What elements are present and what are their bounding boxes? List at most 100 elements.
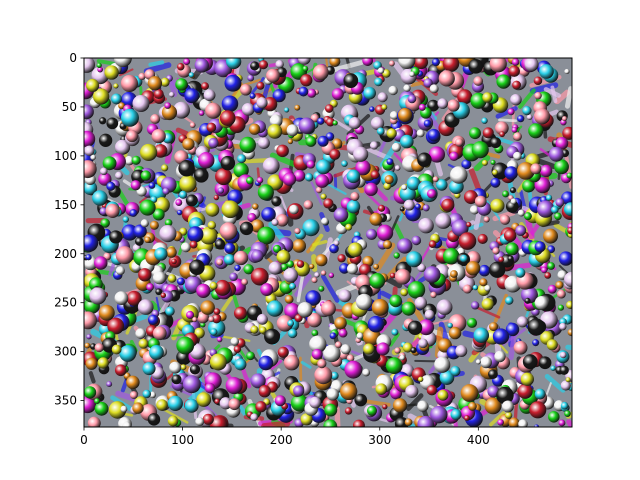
texture-sphere [275, 60, 284, 69]
texture-sphere [401, 301, 416, 316]
texture-sphere [469, 127, 481, 140]
texture-sphere [466, 317, 478, 328]
texture-sphere [276, 250, 291, 264]
texture-sphere [276, 144, 289, 158]
texture-sphere [516, 316, 529, 328]
texture-sphere [326, 388, 339, 401]
texture-sphere [258, 355, 274, 371]
texture-sphere [206, 122, 217, 133]
texture-streak [564, 86, 572, 109]
texture-sphere [184, 398, 199, 413]
texture-sphere [339, 263, 350, 274]
texture-sphere [363, 86, 376, 100]
texture-streak [269, 152, 299, 168]
texture-sphere [150, 113, 161, 124]
texture-sphere [306, 160, 316, 169]
texture-sphere [439, 370, 455, 385]
texture-sphere [287, 328, 298, 339]
texture-sphere [406, 176, 421, 191]
texture-sphere [266, 68, 280, 83]
texture-streak [566, 419, 572, 427]
texture-sphere [438, 70, 455, 87]
texture-sphere [556, 289, 566, 299]
texture-streak [268, 221, 286, 243]
texture-sphere [386, 158, 394, 166]
texture-sphere [84, 311, 98, 330]
texture-streak [119, 68, 134, 77]
texture-sphere [353, 146, 369, 162]
texture-sphere [566, 172, 572, 179]
texture-sphere [129, 391, 138, 400]
texture-sphere [551, 206, 559, 214]
texture-sphere [513, 340, 528, 355]
texture-sphere [430, 291, 437, 299]
texture-sphere [418, 217, 434, 234]
texture-sphere [239, 83, 252, 96]
texture-sphere [376, 342, 390, 356]
texture-sphere [147, 314, 159, 326]
texture-sphere [89, 287, 107, 305]
texture-sphere [450, 365, 461, 377]
texture-sphere [300, 74, 313, 87]
texture-sphere [364, 182, 378, 196]
texture-sphere [204, 382, 216, 394]
texture-streak [299, 356, 303, 382]
texture-sphere [468, 59, 484, 74]
texture-sphere [426, 384, 438, 396]
texture-sphere [330, 371, 339, 380]
texture-sphere [179, 175, 197, 193]
texture-sphere [142, 389, 152, 399]
texture-sphere [99, 117, 107, 125]
texture-sphere [534, 108, 551, 125]
texture-streak [175, 127, 189, 137]
texture-sphere [472, 284, 479, 291]
texture-sphere [130, 180, 141, 191]
texture-sphere [512, 80, 521, 90]
texture-sphere [490, 137, 502, 149]
texture-sphere [414, 58, 429, 70]
texture-sphere [564, 271, 572, 288]
texture-sphere [169, 361, 182, 374]
texture-sphere [366, 228, 378, 240]
texture-sphere [224, 74, 242, 92]
texture-sphere [184, 88, 200, 104]
texture-sphere [284, 294, 294, 304]
texture-sphere [282, 172, 297, 186]
texture-sphere [559, 365, 569, 375]
texture-sphere [248, 123, 261, 135]
texture-sphere [152, 208, 165, 221]
texture-sphere [271, 196, 282, 207]
texture-sphere [323, 344, 341, 363]
texture-sphere [298, 117, 316, 135]
y-tick-label: 350 [54, 394, 77, 408]
texture-sphere [273, 244, 282, 253]
texture-sphere [84, 58, 96, 73]
x-tick-label: 100 [171, 433, 194, 447]
texture-sphere [98, 304, 115, 321]
texture-sphere [122, 216, 129, 223]
texture-sphere [517, 383, 533, 399]
texture-sphere [267, 123, 283, 139]
texture-sphere [422, 204, 430, 212]
texture-sphere [119, 345, 137, 362]
texture-streak [498, 118, 517, 123]
texture-sphere [284, 107, 290, 113]
texture-sphere [154, 247, 168, 261]
texture-sphere [293, 169, 306, 182]
texture-sphere [475, 359, 481, 365]
texture-sphere [98, 133, 113, 147]
texture-sphere [283, 354, 300, 371]
texture-sphere [355, 293, 373, 311]
texture-sphere [250, 61, 260, 71]
texture-sphere [294, 228, 301, 235]
texture-sphere [431, 58, 440, 67]
texture-sphere [534, 241, 546, 253]
texture-sphere [84, 181, 98, 195]
texture-sphere [449, 151, 459, 162]
texture-sphere [369, 141, 379, 150]
texture-sphere [515, 267, 526, 278]
texture-sphere [526, 114, 533, 120]
texture-sphere [331, 88, 344, 101]
texture-sphere [156, 399, 168, 411]
texture-sphere [409, 71, 415, 77]
